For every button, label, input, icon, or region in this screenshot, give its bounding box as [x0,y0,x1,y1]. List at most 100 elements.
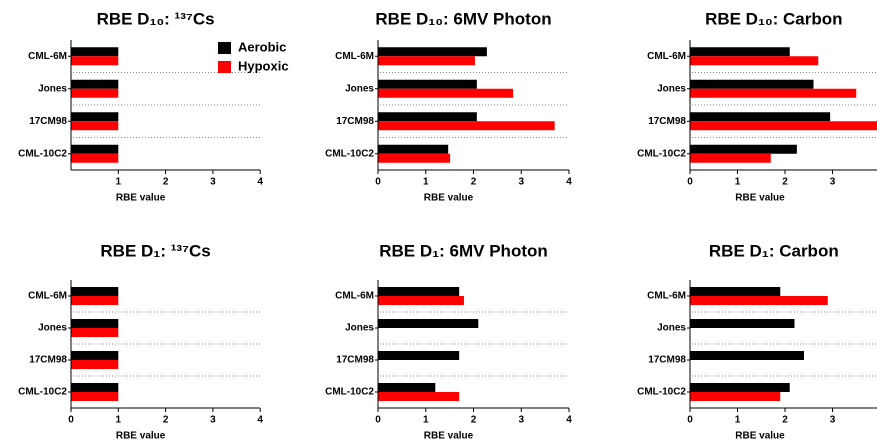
bar [71,296,119,305]
x-tick-label: 3 [830,415,836,426]
bar [71,319,119,328]
x-tick-label: 3 [210,177,216,188]
bar [690,153,771,163]
x-tick-label: 3 [830,177,836,188]
y-tick-label: Jones [38,323,67,334]
y-tick-label: Jones [657,83,686,94]
bar [378,392,460,401]
y-tick-label: CML-10C2 [18,148,67,159]
x-tick-label: 4 [566,415,572,426]
legend-label: Aerobic [238,39,286,54]
bar [378,153,451,163]
x-tick-label: 0 [375,177,381,188]
bar [71,383,119,392]
bar [378,112,477,122]
bar [378,121,555,131]
bar [690,296,828,305]
bar [690,47,790,57]
x-tick-label: 2 [163,177,169,188]
chart-title: RBE D₁₀: ¹³⁷Cs [97,9,215,28]
bar [71,79,119,89]
bar [690,319,795,328]
x-axis-label: RBE value [116,431,166,442]
bar [378,287,460,296]
x-tick-label: 0 [68,415,74,426]
bar [690,121,877,131]
bar [690,144,797,154]
x-axis-label: RBE value [424,193,474,204]
y-tick-label: 17CM98 [336,355,374,366]
x-tick-label: 1 [423,415,429,426]
bar [378,296,464,305]
y-tick-label: CML-10C2 [637,148,686,159]
x-tick-label: 4 [566,177,572,188]
x-tick-label: 0 [687,177,693,188]
x-tick-label: 2 [782,415,788,426]
bar [71,56,119,66]
bar [690,56,819,66]
x-tick-label: 4 [257,177,263,188]
y-tick-label: CML-6M [647,51,686,62]
bar [71,88,119,98]
x-tick-label: 1 [735,415,741,426]
legend-swatch [218,42,231,54]
y-tick-label: CML-6M [647,291,686,302]
bar [378,88,514,98]
y-tick-label: CML-6M [335,51,374,62]
bar [378,319,479,328]
x-tick-label: 3 [518,177,524,188]
bar [690,112,831,122]
chart-title: RBE D₁: Carbon [709,241,839,260]
x-tick-label: 1 [735,177,741,188]
x-tick-label: 2 [471,177,477,188]
chart-title: RBE D₁₀: 6MV Photon [375,9,551,28]
bar [378,79,477,89]
bar [378,351,460,360]
x-tick-label: 2 [782,177,788,188]
bar [71,144,119,154]
bar [690,79,814,89]
y-tick-label: CML-10C2 [637,387,686,398]
y-tick-label: 17CM98 [648,355,686,366]
y-tick-label: CML-10C2 [18,387,67,398]
bar [690,383,790,392]
bar [690,392,781,401]
x-axis-label: RBE value [424,431,474,442]
x-tick-label: 2 [163,415,169,426]
bar [71,351,119,360]
bar [378,144,449,154]
x-tick-label: 2 [471,415,477,426]
y-tick-label: Jones [345,323,374,334]
y-tick-label: CML-6M [28,51,67,62]
x-axis-label: RBE value [116,193,166,204]
chart-title: RBE D₁₀: Carbon [705,9,842,28]
bar [378,56,475,66]
y-tick-label: 17CM98 [29,116,67,127]
bar [690,287,781,296]
x-tick-label: 3 [518,415,524,426]
x-tick-label: 1 [423,177,429,188]
bar [71,153,119,163]
chart-title: RBE D₁: ¹³⁷Cs [100,241,210,260]
bar [71,328,119,337]
bar [71,121,119,131]
y-tick-label: Jones [345,83,374,94]
x-tick-label: 3 [210,415,216,426]
bar [71,112,119,122]
y-tick-label: CML-6M [28,291,67,302]
bar [71,287,119,296]
x-axis-label: RBE value [735,431,785,442]
bar [378,47,487,57]
x-tick-label: 1 [116,415,122,426]
x-axis-label: RBE value [735,193,785,204]
y-tick-label: Jones [38,83,67,94]
bar [378,383,436,392]
y-tick-label: 17CM98 [336,116,374,127]
y-tick-label: CML-6M [335,291,374,302]
bar [690,88,857,98]
y-tick-label: 17CM98 [648,116,686,127]
y-tick-label: 17CM98 [29,355,67,366]
x-tick-label: 1 [116,177,122,188]
x-tick-label: 0 [687,415,693,426]
